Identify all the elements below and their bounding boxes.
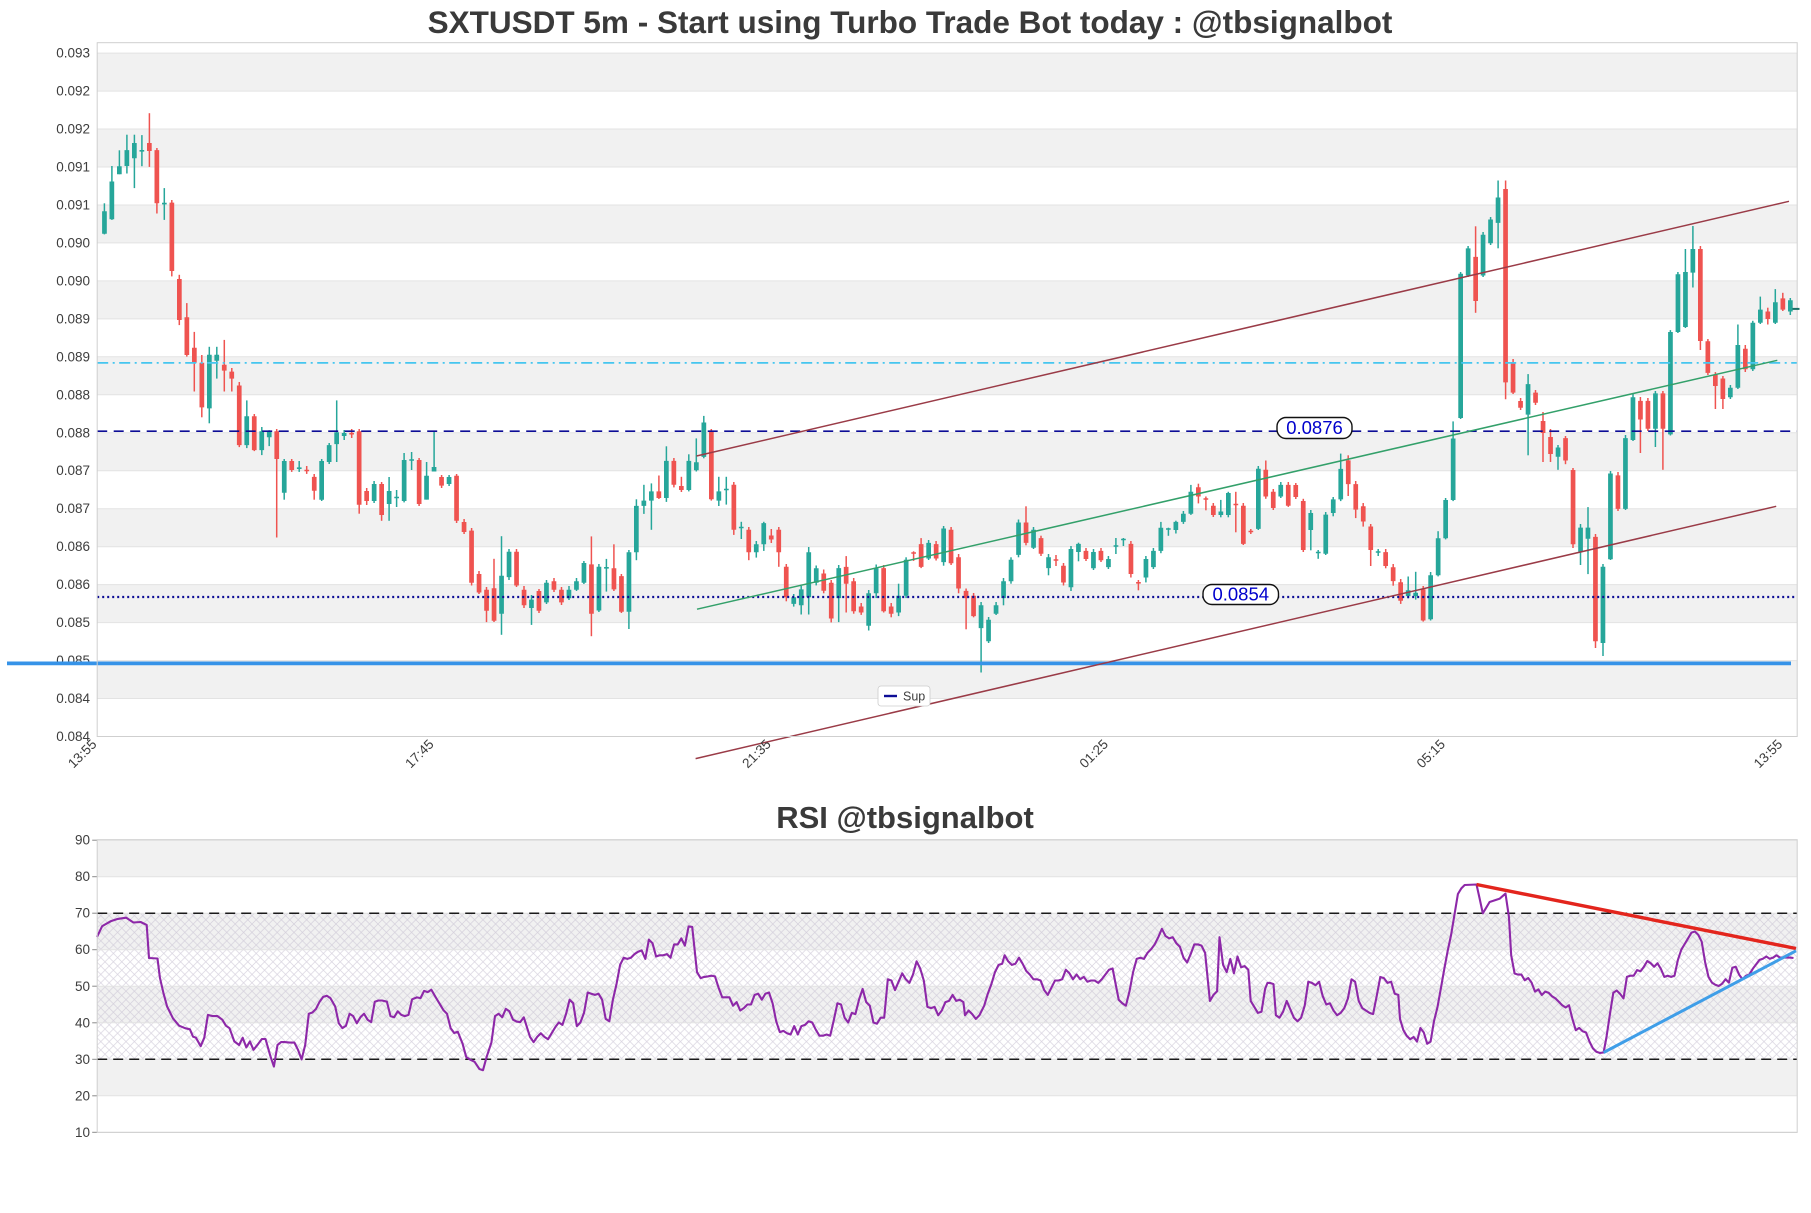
svg-text:40: 40 xyxy=(75,1015,90,1030)
svg-text:0.087: 0.087 xyxy=(56,463,90,478)
svg-text:0.088: 0.088 xyxy=(56,425,90,440)
svg-text:Sup: Sup xyxy=(903,690,925,704)
svg-text:0.0876: 0.0876 xyxy=(1286,417,1343,438)
svg-text:0.084: 0.084 xyxy=(56,691,90,706)
svg-text:50: 50 xyxy=(75,979,90,994)
svg-text:20: 20 xyxy=(75,1088,90,1103)
svg-text:0.090: 0.090 xyxy=(56,273,90,288)
svg-text:0.085: 0.085 xyxy=(56,653,90,668)
svg-text:0.085: 0.085 xyxy=(56,615,90,630)
svg-text:90: 90 xyxy=(75,833,90,848)
svg-text:10: 10 xyxy=(75,1125,90,1140)
svg-text:0.086: 0.086 xyxy=(56,577,90,592)
svg-text:0.093: 0.093 xyxy=(56,46,90,61)
svg-text:0.0854: 0.0854 xyxy=(1212,584,1269,605)
svg-text:0.091: 0.091 xyxy=(56,198,90,213)
svg-text:0.092: 0.092 xyxy=(56,122,90,137)
svg-text:60: 60 xyxy=(75,942,90,957)
svg-text:80: 80 xyxy=(75,869,90,884)
svg-text:0.087: 0.087 xyxy=(56,501,90,516)
svg-text:0.089: 0.089 xyxy=(56,311,90,326)
svg-text:0.090: 0.090 xyxy=(56,235,90,250)
svg-text:70: 70 xyxy=(75,906,90,921)
svg-text:30: 30 xyxy=(75,1052,90,1067)
svg-text:0.088: 0.088 xyxy=(56,387,90,402)
svg-text:0.089: 0.089 xyxy=(56,349,90,364)
svg-text:SXTUSDT 5m - Start using Turbo: SXTUSDT 5m - Start using Turbo Trade Bot… xyxy=(428,4,1393,40)
svg-text:RSI @tbsignalbot: RSI @tbsignalbot xyxy=(776,800,1034,835)
svg-text:0.086: 0.086 xyxy=(56,539,90,554)
svg-text:0.092: 0.092 xyxy=(56,84,90,99)
svg-text:0.091: 0.091 xyxy=(56,160,90,175)
svg-text:0.084: 0.084 xyxy=(56,729,90,744)
